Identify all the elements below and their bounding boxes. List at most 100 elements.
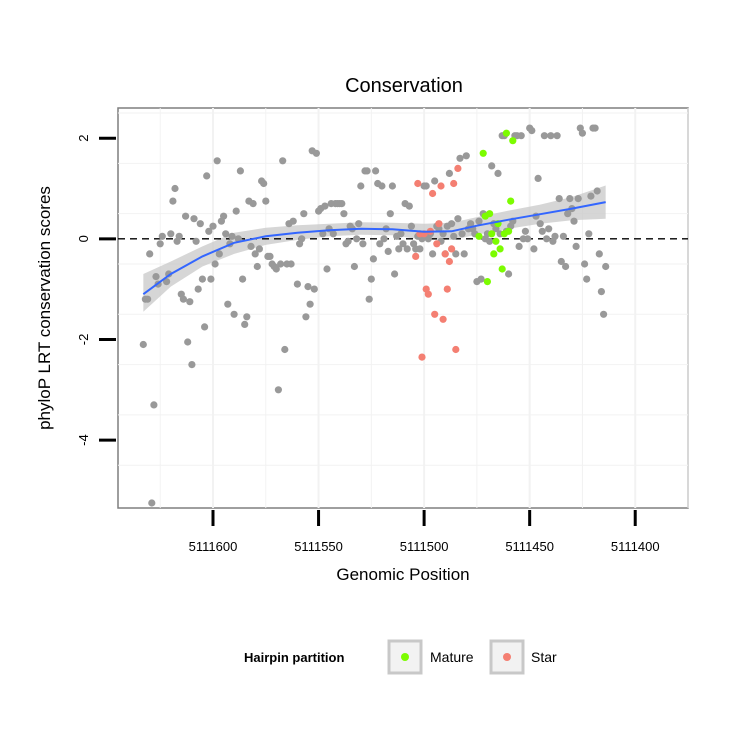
data-point-mature [475,232,483,240]
data-point-none [551,232,559,240]
data-point-none [188,361,196,369]
data-point-mature [490,250,498,258]
data-point-none [365,295,373,303]
plot-panel [117,107,689,509]
data-point-none [359,240,367,248]
data-point-none [477,275,485,283]
data-point-none [146,250,154,258]
data-point-none [302,313,310,321]
data-point-none [534,174,542,182]
data-point-none [209,222,217,230]
data-point-none [448,220,456,228]
data-point-none [239,275,247,283]
data-point-star [441,250,449,258]
legend-dot-star [503,653,511,661]
data-point-none [587,192,595,200]
data-point-none [399,240,407,248]
data-point-none [460,250,468,258]
data-point-star [445,257,453,266]
data-point-none [186,298,194,306]
chart-title: Conservation [345,75,463,97]
data-point-none [367,275,375,283]
data-point-none [207,275,215,283]
data-point-none [139,340,147,349]
data-point-none [403,245,411,253]
data-point-none [321,202,329,210]
y-axis: 2 0 -2 -4 [76,135,116,446]
data-point-mature [507,197,515,205]
data-point-star [452,345,460,354]
data-point-none [566,195,574,203]
data-point-star [437,182,445,190]
data-point-none [555,195,563,203]
data-point-mature [502,129,510,137]
data-point-none [391,270,399,278]
data-point-none [585,230,593,238]
data-point-none [158,232,166,240]
data-point-star [433,240,441,248]
data-point-star [435,220,443,228]
data-point-none [148,499,156,507]
data-point-star [439,315,447,323]
data-point-none [355,220,363,228]
data-point-none [395,245,403,253]
data-point-none [144,295,152,303]
data-point-none [201,323,209,331]
data-point-none [190,215,198,223]
data-point-star [424,290,432,298]
data-point-star [412,252,420,260]
data-point-none [545,225,553,233]
data-point-none [528,127,536,135]
data-point-none [243,313,251,321]
data-point-none [338,200,346,208]
data-point-none [595,250,603,258]
data-point-none [578,129,587,137]
data-point-none [266,252,274,260]
data-point-none [452,250,460,258]
data-point-none [494,169,502,177]
data-point-none [228,232,236,240]
data-point-none [422,182,430,190]
data-point-none [249,200,257,208]
data-point-none [445,169,453,177]
data-point-none [602,262,610,271]
data-point-none [171,184,179,193]
data-point-none [236,167,244,175]
data-point-none [583,275,591,283]
data-point-none [388,182,396,190]
data-point-none [486,237,494,245]
data-point-mature [496,245,504,253]
data-point-none [323,265,331,273]
data-point-mature [486,210,494,218]
x-axis-title: Genomic Position [336,565,469,584]
data-point-none [289,217,297,225]
legend-label-mature: Mature [430,649,474,665]
data-point-none [340,210,348,218]
data-point-none [319,230,327,238]
data-point-none [230,310,238,318]
data-point-none [416,245,424,253]
data-point-none [458,230,466,238]
data-point-none [205,227,213,235]
data-point-none [593,187,601,195]
data-point-star [418,353,426,361]
data-point-none [253,262,261,271]
data-point-none [574,195,582,203]
legend-label-star: Star [531,649,557,665]
smooth-line [142,201,606,296]
data-point-none [306,300,314,308]
data-point-none [287,260,295,268]
data-point-star [443,285,451,293]
data-point-none [369,255,377,263]
data-point-mature [479,149,487,157]
data-point-none [262,197,270,205]
data-point-mature [492,237,500,245]
data-point-none [562,262,570,271]
data-point-none [293,280,301,288]
data-point-none [357,182,365,190]
data-point-none [196,220,204,228]
data-point-none [279,157,287,165]
data-point-none [547,132,555,140]
data-point-none [376,240,384,248]
